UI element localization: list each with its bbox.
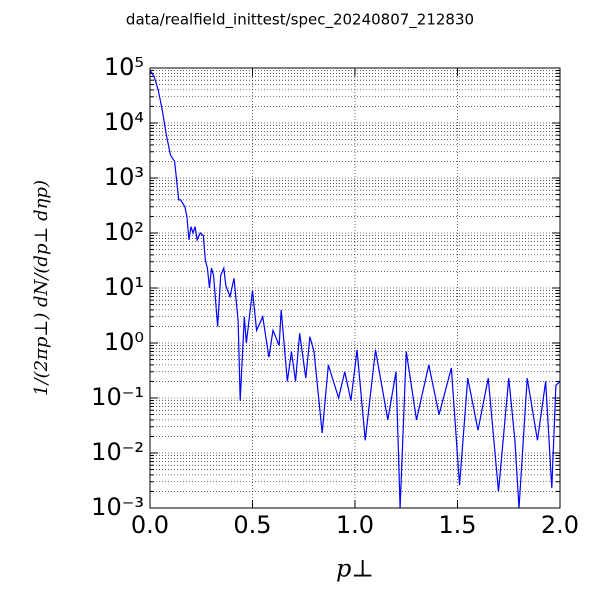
- y-tick-label: 10⁻³: [91, 493, 144, 521]
- y-axis-label: 1/(2πp⊥) dN/(dp⊥ dηp): [31, 180, 52, 396]
- x-tick-label: 2.0: [541, 511, 579, 539]
- y-tick-label: 10⁻²: [91, 438, 144, 466]
- y-tick-label: 10⁻¹: [91, 383, 144, 411]
- chart-title: data/realfield_inittest/spec_20240807_21…: [126, 11, 474, 30]
- data-line: [149, 70, 561, 509]
- x-tick-label: 0.5: [233, 511, 271, 539]
- y-tick-label: 10³: [104, 163, 144, 191]
- y-tick-label: 10²: [104, 218, 144, 246]
- x-axis-label: p⊥: [336, 555, 374, 583]
- y-tick-label: 10⁵: [104, 53, 144, 81]
- x-tick-label: 1.0: [336, 511, 374, 539]
- y-tick-label: 10⁴: [104, 108, 144, 136]
- x-tick-label: 0.0: [131, 511, 169, 539]
- x-tick-label: 1.5: [438, 511, 476, 539]
- plot-frame: [149, 67, 561, 509]
- y-tick-label: 10⁰: [104, 328, 144, 356]
- y-tick-label: 10¹: [104, 273, 144, 301]
